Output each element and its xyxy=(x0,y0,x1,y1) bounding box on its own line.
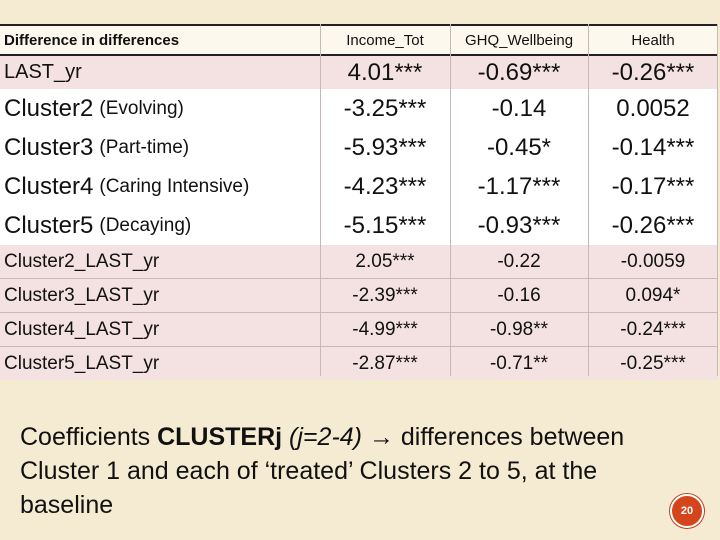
cell-health: -0.0059 xyxy=(620,250,686,272)
cell-health: -0.25*** xyxy=(620,352,686,374)
header-income: Income_Tot xyxy=(346,31,424,49)
row-label: Cluster2_LAST_yr xyxy=(4,250,160,272)
table-row-last-yr: LAST_yr 4.01*** -0.69*** -0.26*** xyxy=(0,56,718,89)
cell-ghq: -0.71** xyxy=(489,352,549,374)
cell-income: -5.93*** xyxy=(343,133,427,161)
header-model: Difference in differences xyxy=(4,31,180,49)
row-label: LAST_yr xyxy=(4,61,82,83)
row-label: Cluster4 (Caring Intensive) xyxy=(4,172,250,200)
footnote-bold-term: CLUSTERj xyxy=(157,423,283,451)
column-divider xyxy=(320,24,321,376)
table-row: Cluster2 (Evolving) -3.25*** -0.14 0.0052 xyxy=(0,89,718,128)
row-divider xyxy=(0,278,718,279)
cell-health: 0.094* xyxy=(625,284,681,306)
table-row: Cluster5 (Decaying) -5.15*** -0.93*** -0.… xyxy=(0,206,718,245)
cell-health: -0.26*** xyxy=(611,211,695,239)
cell-ghq: -0.93*** xyxy=(477,211,561,239)
table-row: Cluster4 (Caring Intensive) -4.23*** -1.1… xyxy=(0,167,718,206)
cell-income: 4.01*** xyxy=(347,58,423,86)
row-label: Cluster5_LAST_yr xyxy=(4,352,160,374)
row-label: Cluster5 (Decaying) xyxy=(4,211,192,239)
column-divider xyxy=(588,24,589,376)
header-ghq: GHQ_Wellbeing xyxy=(464,31,574,49)
row-divider xyxy=(0,346,718,347)
cell-ghq: -0.14 xyxy=(491,94,547,122)
table-row: Cluster5_LAST_yr -2.87*** -0.71** -0.25*… xyxy=(0,347,718,380)
cell-income: 2.05*** xyxy=(355,250,415,272)
header-health: Health xyxy=(631,31,675,49)
row-label: Cluster2 (Evolving) xyxy=(4,94,184,122)
cell-health: 0.0052 xyxy=(616,94,690,122)
cell-ghq: -0.16 xyxy=(497,284,541,306)
cell-ghq: -0.98** xyxy=(489,318,549,340)
cell-income: -4.23*** xyxy=(343,172,427,200)
cell-income: -3.25*** xyxy=(343,94,427,122)
column-divider xyxy=(450,24,451,376)
footnote: Coefficients CLUSTERj (j=2-4) → differen… xyxy=(20,423,625,519)
cell-health: -0.17*** xyxy=(611,172,695,200)
column-divider xyxy=(717,24,718,376)
cell-ghq: -1.17*** xyxy=(477,172,561,200)
cell-health: -0.14*** xyxy=(611,133,695,161)
table-row: Cluster3 (Part-time) -5.93*** -0.45* -0.1… xyxy=(0,128,718,167)
row-label: Cluster3 (Part-time) xyxy=(4,133,190,161)
interaction-block: Cluster2_LAST_yr 2.05*** -0.22 -0.0059 C… xyxy=(0,245,718,380)
table-row: Cluster2_LAST_yr 2.05*** -0.22 -0.0059 xyxy=(0,245,718,278)
table-row: Cluster3_LAST_yr -2.39*** -0.16 0.094* xyxy=(0,279,718,312)
cell-ghq: -0.45* xyxy=(486,133,552,161)
row-divider xyxy=(0,312,718,313)
results-table: Difference in differences Income_Tot GHQ… xyxy=(0,24,718,380)
table-header-row: Difference in differences Income_Tot GHQ… xyxy=(0,24,718,56)
cell-health: -0.24*** xyxy=(620,318,686,340)
cell-health: -0.26*** xyxy=(611,58,695,86)
cell-income: -2.87*** xyxy=(352,352,418,374)
cell-income: -4.99*** xyxy=(352,318,418,340)
row-label: Cluster3_LAST_yr xyxy=(4,284,160,306)
cell-income: -2.39*** xyxy=(352,284,418,306)
footnote-italic-term: (j=2-4) xyxy=(282,423,362,451)
slide-number-badge: 20 xyxy=(670,494,704,528)
table-row: Cluster4_LAST_yr -4.99*** -0.98** -0.24*… xyxy=(0,313,718,346)
cluster-block: Cluster2 (Evolving) -3.25*** -0.14 0.0052… xyxy=(0,89,718,245)
cell-ghq: -0.22 xyxy=(497,250,541,272)
cell-income: -5.15*** xyxy=(343,211,427,239)
row-label: Cluster4_LAST_yr xyxy=(4,318,160,340)
cell-ghq: -0.69*** xyxy=(477,58,561,86)
